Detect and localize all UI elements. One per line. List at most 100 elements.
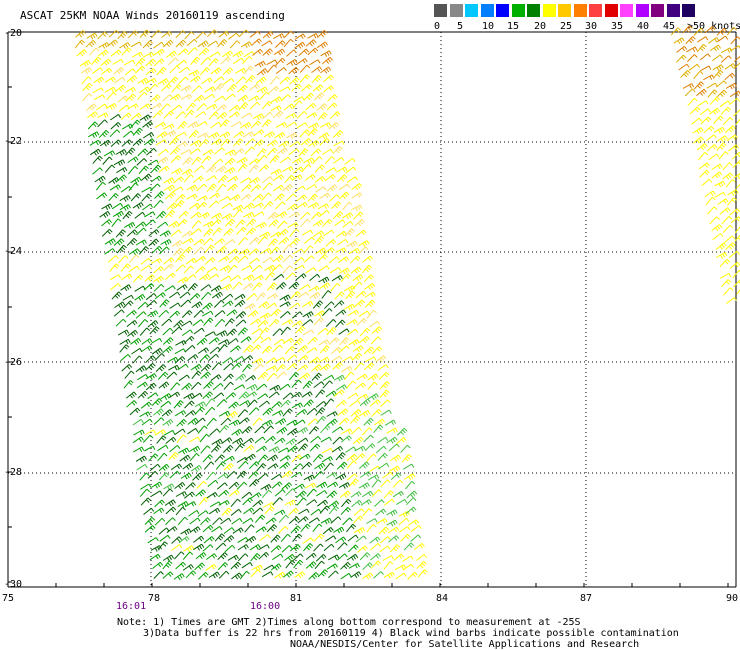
wind-barb [260, 336, 272, 344]
wind-barb [199, 273, 211, 281]
wind-barb [254, 425, 265, 434]
wind-barb [353, 508, 365, 516]
wind-barb [126, 320, 138, 327]
wind-barb [736, 289, 740, 295]
wind-barb [340, 506, 351, 516]
wind-barb [175, 254, 186, 263]
wind-barb [218, 499, 230, 506]
wind-barb [220, 517, 232, 525]
wind-barb [249, 318, 261, 326]
wind-barb [303, 399, 314, 408]
wind-barb [712, 233, 724, 241]
wind-barb [145, 355, 156, 364]
wind-barb [313, 317, 324, 326]
wind-barb [169, 310, 181, 319]
wind-barb [156, 211, 167, 220]
wind-barb [379, 381, 390, 390]
wind-barb [302, 319, 314, 327]
map-title: ASCAT 25KM NOAA Winds 20160119 ascending [20, 9, 285, 22]
wind-barb [102, 156, 113, 165]
wind-barb [279, 156, 291, 164]
wind-barb [138, 165, 149, 175]
wind-barb [319, 192, 331, 200]
wind-barb [137, 148, 148, 157]
wind-barb [178, 447, 190, 455]
wind-barb [261, 571, 274, 578]
wind-barb [346, 453, 358, 462]
legend-label-40: 40 [637, 21, 650, 32]
wind-barb [238, 461, 249, 470]
wind-barb [692, 136, 704, 144]
wind-barb [210, 374, 222, 382]
wind-barb [272, 184, 284, 192]
wind-barb [144, 219, 156, 227]
wind-barb [153, 408, 164, 416]
wind-barb [279, 461, 291, 469]
wind-barb [240, 193, 252, 201]
wind-barb [214, 83, 225, 92]
wind-barb [358, 336, 370, 344]
wind-barb [208, 353, 219, 362]
wind-barb [233, 138, 244, 147]
wind-barb [230, 345, 241, 353]
wind-barb [163, 429, 176, 436]
legend-label-30: 30 [585, 21, 598, 32]
wind-barb [198, 47, 210, 56]
wind-barb [119, 42, 131, 49]
wind-barb [259, 327, 270, 336]
wind-barb [323, 74, 334, 83]
wind-barb [350, 571, 362, 579]
wind-barb [262, 407, 273, 416]
wind-barb [124, 221, 136, 229]
wind-barb [130, 193, 142, 202]
wind-barb [326, 471, 338, 479]
wind-barb [296, 497, 307, 506]
wind-barb [270, 545, 282, 553]
wind-barb [377, 364, 389, 371]
wind-barb [330, 283, 341, 292]
wind-barb [282, 408, 293, 417]
wind-barb [103, 150, 116, 157]
wind-barb [169, 93, 181, 101]
wind-barb [182, 564, 194, 571]
wind-barb [224, 157, 236, 166]
wind-barb [233, 384, 246, 391]
wind-barb [232, 527, 244, 534]
wind-barb [174, 348, 186, 355]
wind-barb [682, 25, 693, 34]
wind-barb [142, 434, 154, 443]
wind-barb [216, 112, 228, 120]
wind-barb [151, 102, 163, 110]
wind-barb [300, 211, 311, 220]
wind-barb [132, 436, 144, 444]
wind-barb [208, 132, 220, 139]
wind-barb [150, 175, 162, 183]
wind-barb [380, 399, 391, 408]
wind-barb [202, 149, 214, 156]
wind-barb [268, 446, 280, 453]
wind-barb [273, 48, 286, 56]
wind-barb [154, 292, 166, 300]
wind-barb [185, 102, 196, 112]
wind-barb [253, 129, 265, 137]
wind-barb [313, 230, 325, 238]
wind-barb [212, 227, 223, 236]
wind-barb [285, 272, 296, 281]
wind-barb [311, 66, 323, 73]
wind-barb [197, 40, 209, 48]
wind-barb [724, 235, 736, 243]
wind-barb [243, 437, 255, 445]
wind-barb [228, 255, 240, 264]
wind-barb [289, 237, 300, 246]
wind-barb [252, 202, 264, 209]
wind-barb [223, 228, 234, 237]
wind-barb [170, 155, 182, 163]
wind-barb [189, 517, 201, 525]
wind-barb [244, 303, 256, 311]
wind-barb [358, 246, 369, 255]
wind-barb [257, 371, 269, 380]
wind-barb [241, 265, 253, 272]
wind-barb [305, 184, 318, 191]
wind-barb [332, 436, 343, 445]
wind-barb [303, 474, 315, 482]
